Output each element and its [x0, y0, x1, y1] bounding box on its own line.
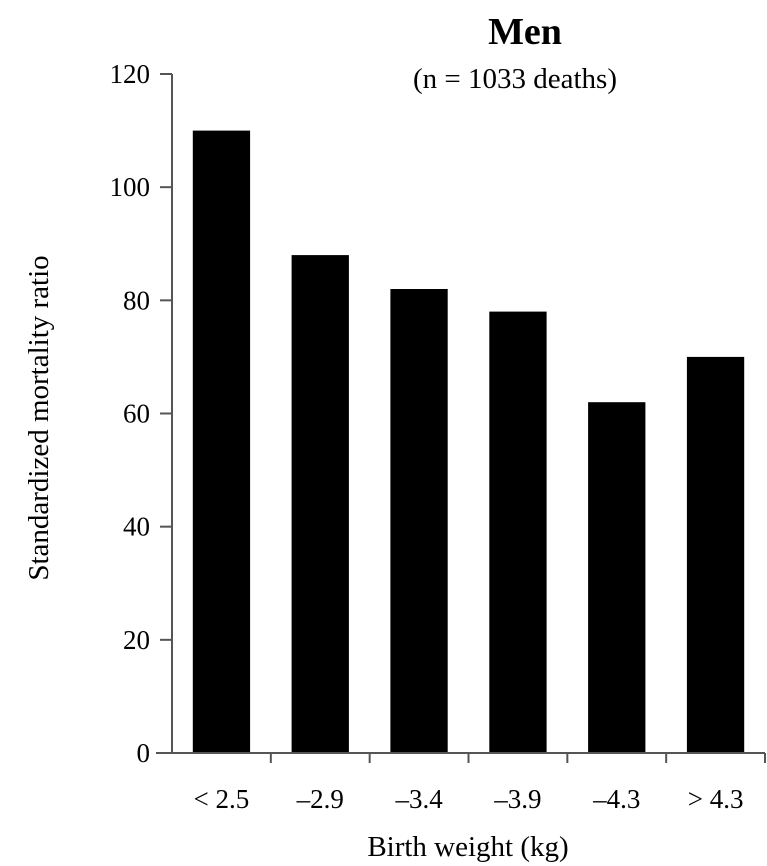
bars-layer: [192, 130, 745, 754]
bar-4: [588, 402, 646, 753]
bar-5: [686, 356, 745, 753]
y-tick-label-3: 60: [123, 399, 150, 429]
y-tick-label-5: 100: [110, 172, 151, 202]
bar-1: [291, 255, 349, 753]
x-tick-label-1: –2.9: [296, 784, 344, 814]
x-tick-label-4: –4.3: [592, 784, 640, 814]
y-axis-label: Standardized mortality ratio: [23, 255, 55, 580]
x-tick-label-2: –3.4: [394, 784, 443, 814]
chart-title: Men: [488, 11, 562, 53]
y-tick-label-1: 20: [123, 625, 150, 655]
bar-0: [192, 130, 251, 754]
chart-subtitle: (n = 1033 deaths): [413, 63, 617, 95]
y-tick-label-0: 0: [137, 738, 151, 768]
x-tick-label-0: < 2.5: [194, 784, 250, 814]
y-tick-label-4: 80: [123, 285, 150, 315]
y-tick-label-6: 120: [110, 59, 151, 89]
x-tick-label-5: > 4.3: [688, 784, 744, 814]
y-tick-label-2: 40: [123, 512, 150, 542]
x-axis-label: Birth weight (kg): [367, 831, 568, 863]
bar-2: [390, 289, 448, 753]
x-tick-label-3: –3.9: [493, 784, 541, 814]
ticks-layer: 0 20 40 60 80 100 120 < 2.5 –2.9 –3.4 –3.9 –4.3 > 4.…: [110, 59, 766, 814]
bar-3: [489, 311, 547, 753]
